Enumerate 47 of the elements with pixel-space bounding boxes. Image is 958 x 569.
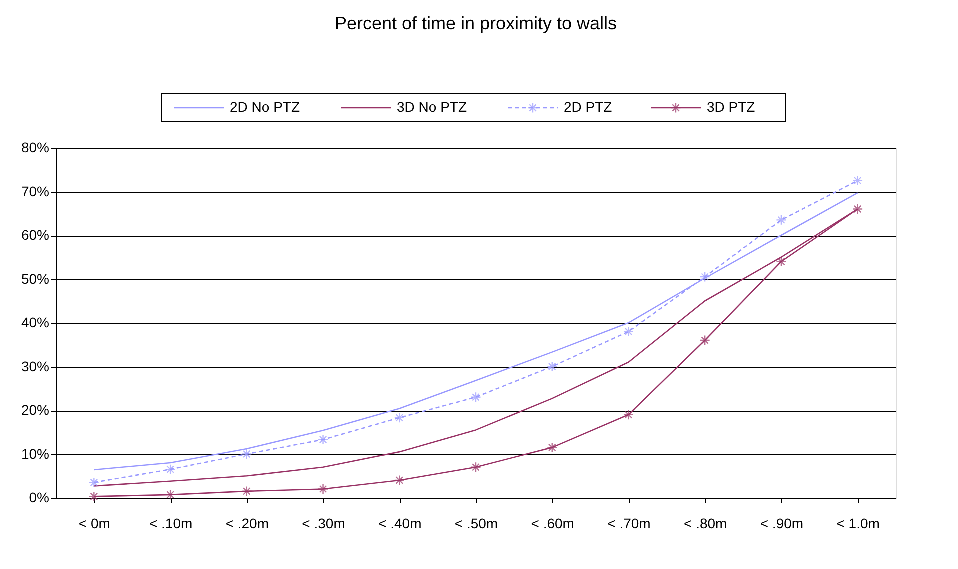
point <box>852 204 864 215</box>
chart-title: Percent of time in proximity to walls <box>334 14 618 34</box>
point <box>394 412 405 424</box>
legend-label: 2D PTZ <box>564 99 613 115</box>
y-tick-label: 10% <box>21 446 50 462</box>
y-tick-label: 80% <box>21 140 50 156</box>
x-tick-label: < .90m <box>760 516 804 532</box>
point <box>242 486 252 497</box>
x-tick-label: < .40m <box>378 516 422 532</box>
point <box>88 491 100 502</box>
x-tick-label: < .80m <box>684 516 728 532</box>
point <box>700 272 710 282</box>
point <box>623 410 634 420</box>
point <box>318 434 329 446</box>
point <box>470 462 482 473</box>
y-tick-label: 20% <box>21 402 50 418</box>
point <box>165 464 176 475</box>
point <box>165 490 176 500</box>
point <box>318 484 329 495</box>
x-tick-label: < .20m <box>226 516 270 532</box>
legend-label: 3D No PTZ <box>397 99 468 115</box>
x-tick-label: < 1.0m <box>836 516 880 532</box>
point <box>547 442 558 454</box>
point <box>700 335 710 346</box>
point <box>242 448 252 460</box>
legend-label: 3D PTZ <box>707 99 756 115</box>
x-tick-label: < .70m <box>608 516 651 532</box>
y-tick-label: 70% <box>21 183 50 200</box>
point <box>88 477 100 488</box>
y-tick-label: 30% <box>21 358 50 374</box>
y-tick-label: 60% <box>21 227 50 243</box>
point <box>470 392 482 403</box>
y-tick-label: 50% <box>21 270 50 287</box>
point <box>394 475 405 486</box>
point <box>547 361 558 372</box>
point <box>852 175 864 186</box>
point <box>776 214 787 226</box>
y-tick-label: 40% <box>21 314 50 330</box>
x-tick-label: < .60m <box>531 516 574 532</box>
legend-label: 2D No PTZ <box>230 99 300 115</box>
x-tick-label: < 0m <box>78 516 110 532</box>
point <box>776 256 787 268</box>
x-tick-label: < .10m <box>149 516 193 532</box>
x-tick-label: < .50m <box>454 516 498 532</box>
x-tick-label: < .30m <box>302 516 346 532</box>
point <box>623 326 634 338</box>
y-tick-label: 0% <box>29 490 50 506</box>
